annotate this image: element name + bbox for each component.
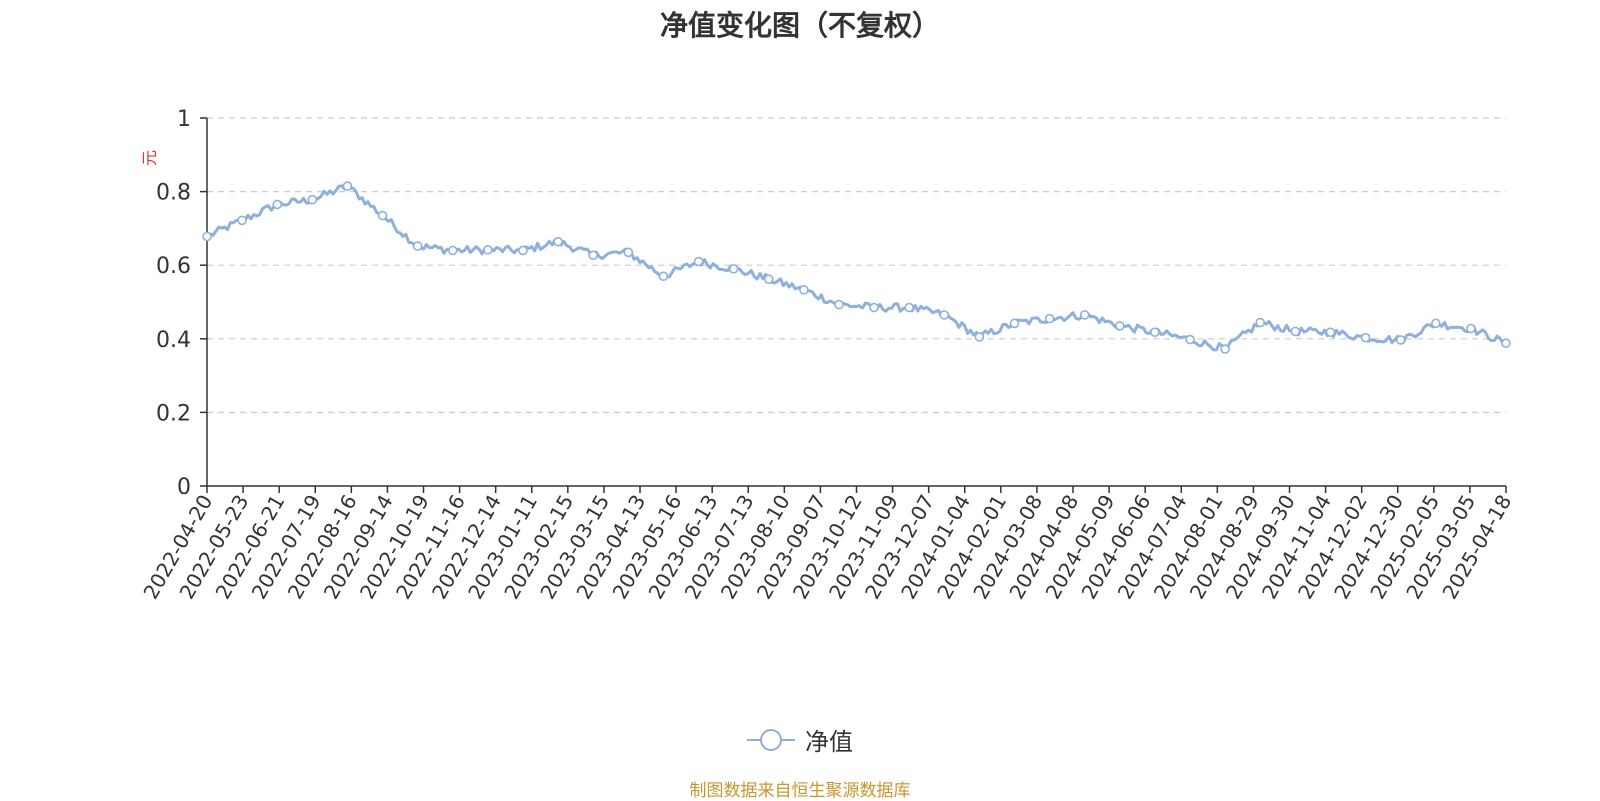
axis-layer — [200, 117, 1507, 493]
series-point — [939, 310, 950, 320]
series-point — [869, 302, 879, 313]
chart-title: 净值变化图（不复权） — [659, 9, 940, 42]
y-tick-label: 0.2 — [156, 401, 191, 426]
series-point — [799, 285, 809, 295]
y-tick-label: 0.6 — [156, 254, 191, 279]
series-point — [588, 250, 598, 261]
x-tick-labels: 2022-04-202022-05-232022-06-212022-07-19… — [138, 491, 1516, 604]
series-point — [1044, 313, 1055, 324]
series-point — [447, 245, 458, 256]
series-point — [307, 194, 318, 205]
series-point — [1079, 310, 1090, 320]
series-point — [1360, 332, 1371, 343]
series-point — [272, 199, 283, 210]
series-point — [483, 244, 493, 255]
series-point — [693, 256, 704, 267]
grid-layer — [207, 117, 1506, 413]
series-point — [728, 264, 739, 274]
series-point — [1115, 321, 1125, 331]
series-line-net-value — [205, 184, 1506, 352]
series-point — [1290, 326, 1301, 337]
series-point — [1501, 338, 1511, 349]
series-point — [1325, 327, 1336, 337]
series-point — [623, 247, 634, 258]
series-point — [1466, 323, 1476, 334]
series-markers — [202, 181, 1511, 354]
legend-line-marker-icon — [747, 728, 795, 751]
series-point — [658, 271, 669, 282]
series-point — [904, 302, 914, 313]
series-point — [1009, 318, 1020, 329]
y-tick-label: 0.4 — [156, 328, 191, 353]
series-point — [412, 241, 423, 251]
series-point — [834, 299, 844, 310]
series-point — [237, 215, 247, 226]
series-point — [1150, 327, 1160, 337]
series-point — [377, 210, 388, 221]
y-axis-label: 元 — [140, 150, 159, 166]
series-point — [763, 274, 774, 284]
series-point — [1255, 317, 1266, 328]
series-point — [202, 231, 212, 242]
series-point — [553, 236, 563, 247]
series-point — [342, 181, 353, 191]
series-point — [974, 332, 985, 342]
series-point — [1220, 344, 1230, 354]
y-tick-label: 1 — [177, 107, 191, 132]
y-tick-label: 0.8 — [156, 181, 191, 206]
series-point — [1185, 334, 1195, 345]
legend-label: 净值 — [805, 728, 853, 756]
y-tick-labels: 0 0.2 0.4 0.6 0.8 1 — [156, 107, 191, 500]
source-note: 制图数据来自恒生聚源数据库 — [689, 781, 911, 801]
y-tick-label: 0 — [177, 475, 191, 500]
legend[interactable]: 净值 — [0, 722, 1600, 758]
series-point — [1395, 335, 1406, 345]
series-point — [518, 245, 528, 256]
series-point — [1430, 318, 1441, 329]
